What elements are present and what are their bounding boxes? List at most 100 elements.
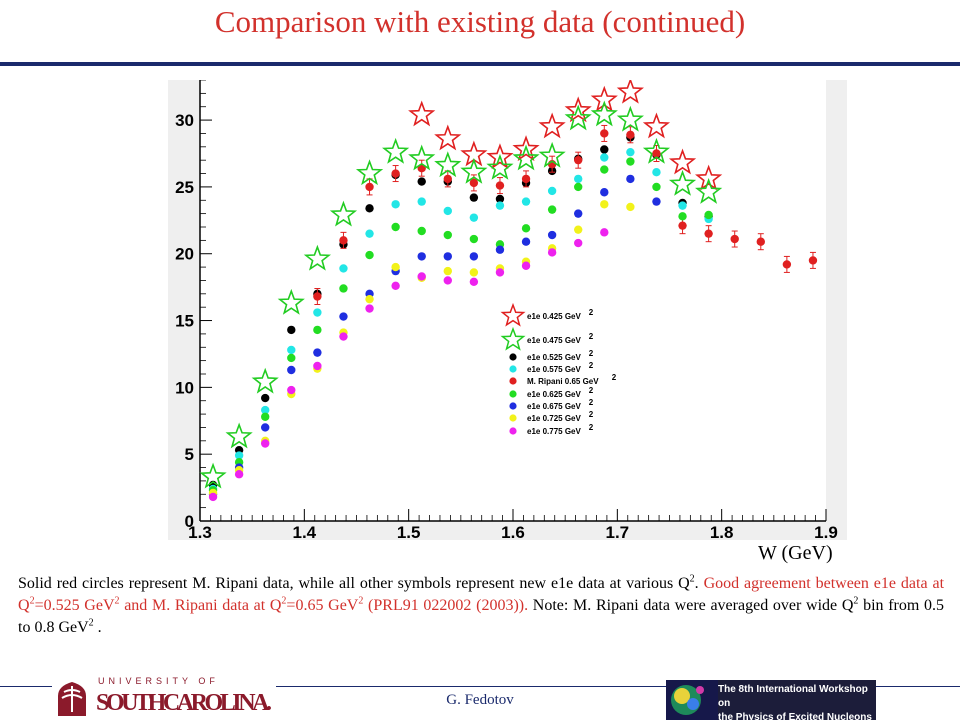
- legend-label: e1e 0.725 GeV: [527, 414, 581, 423]
- circle-data-point: [469, 252, 479, 261]
- x-tick-label: 1.9: [814, 523, 838, 540]
- circle-data-point: [574, 182, 583, 192]
- circle-data-point: [391, 281, 400, 290]
- legend-marker-circle: [509, 427, 517, 435]
- circle-data-point: [626, 174, 635, 184]
- legend-label-sup: 2: [589, 308, 594, 317]
- star-data-point: [616, 80, 644, 104]
- circle-data-point: [730, 234, 739, 244]
- circle-data-point: [521, 237, 531, 246]
- caption-text: .: [694, 575, 699, 592]
- legend-marker-circle: [509, 365, 517, 373]
- circle-data-point: [469, 193, 479, 202]
- circle-data-point: [234, 470, 244, 479]
- circle-data-point: [469, 277, 479, 286]
- star-data-point: [616, 105, 644, 132]
- circle-data-point: [365, 204, 374, 213]
- circle-data-point: [443, 252, 452, 261]
- circle-data-point: [652, 182, 661, 192]
- caption-sup: 2: [281, 595, 287, 607]
- caption-sup: 2: [853, 595, 859, 607]
- circle-data-point: [678, 212, 687, 221]
- star-data-point: [695, 177, 723, 204]
- caption-text: =0.65 GeV: [286, 597, 359, 614]
- circle-data-point: [495, 245, 505, 254]
- star-data-point: [408, 144, 436, 171]
- circle-data-point: [208, 492, 218, 502]
- circle-data-point: [652, 197, 661, 206]
- x-axis-unit-label: W (GeV): [758, 542, 833, 564]
- legend-marker-circle: [509, 353, 517, 361]
- circle-data-point: [574, 155, 583, 165]
- circle-data-point: [495, 194, 505, 204]
- circle-data-point: [313, 348, 322, 357]
- circle-data-point: [626, 130, 635, 139]
- circle-data-point: [365, 304, 374, 313]
- star-data-point: [512, 135, 540, 162]
- star-data-point: [355, 159, 384, 186]
- star-data-point: [382, 137, 410, 164]
- logo-south-carolina: SOUTHCAROLINA.: [96, 690, 272, 716]
- y-tick-label: 25: [175, 178, 194, 197]
- legend-label: M. Ripani 0.65 GeV: [527, 377, 599, 386]
- circle-data-point: [469, 178, 479, 188]
- y-tick-label: 30: [175, 111, 194, 130]
- circle-data-point: [547, 248, 557, 257]
- circle-data-point: [808, 256, 818, 265]
- x-tick-label: 1.8: [710, 523, 734, 540]
- caption-highlight: Good agreement between e1e data at Q2=0.…: [18, 575, 944, 614]
- circle-data-point: [313, 308, 322, 317]
- circle-data-point: [678, 201, 687, 210]
- caption-text: .: [93, 619, 102, 636]
- circle-data-point: [443, 230, 452, 240]
- caption-sup: 2: [689, 573, 695, 585]
- circle-data-point: [391, 169, 400, 178]
- legend-label: e1e 0.575 GeV: [527, 365, 581, 374]
- caption-text: Note: M. Ripani data were averaged over …: [528, 597, 854, 614]
- cross-section-chart: 0 5 10 15 20 25 30 1.3 1.4 1.5 1.6 1.7 1.8 1.9 e1e 0.4…: [175, 80, 838, 540]
- star-data-point: [564, 104, 592, 131]
- circle-data-point: [469, 234, 479, 244]
- footer-divider: [0, 686, 960, 687]
- legend-marker-star: [500, 302, 526, 327]
- star-data-point: [434, 124, 462, 151]
- circle-data-point: [339, 264, 348, 273]
- y-tick-label: 10: [175, 378, 194, 397]
- legend-marker-circle: [509, 402, 517, 410]
- caption-sup: 2: [88, 617, 94, 629]
- legend-label-sup: 2: [589, 410, 594, 419]
- circle-data-point: [443, 206, 452, 216]
- star-data-point: [486, 153, 514, 180]
- circle-data-point: [234, 451, 244, 460]
- legend-label-sup: 2: [612, 373, 617, 382]
- legend-marker-circle: [509, 377, 517, 385]
- circle-data-point: [469, 213, 479, 222]
- circle-data-point: [574, 238, 583, 248]
- caption-text: (PRL91 022002 (2003)).: [363, 597, 529, 614]
- circle-data-point: [574, 174, 583, 184]
- circle-data-point: [495, 201, 505, 210]
- circle-data-point: [600, 153, 609, 162]
- circle-data-point: [600, 200, 609, 209]
- circle-data-point: [287, 385, 296, 395]
- circle-data-point: [261, 412, 270, 421]
- logo-university-of: UNIVERSITY OF: [98, 676, 219, 686]
- x-tick-label: 1.6: [501, 523, 525, 540]
- legend-label-sup: 2: [589, 349, 594, 358]
- star-data-point: [668, 169, 697, 196]
- circle-data-point: [339, 312, 348, 321]
- circle-data-point: [756, 237, 765, 246]
- star-data-point: [538, 112, 566, 139]
- circle-data-point: [391, 262, 400, 272]
- circle-data-point: [443, 266, 452, 276]
- star-data-point: [538, 141, 566, 168]
- star-data-point: [564, 96, 592, 123]
- legend-marker-circle: [509, 390, 517, 398]
- author-name: G. Fedotov: [446, 692, 514, 708]
- circle-data-point: [626, 157, 635, 166]
- legend-label-sup: 2: [589, 332, 594, 341]
- circle-data-point: [521, 261, 531, 270]
- circle-data-point: [600, 165, 609, 174]
- circle-data-point: [261, 439, 270, 448]
- star-data-point: [512, 144, 540, 171]
